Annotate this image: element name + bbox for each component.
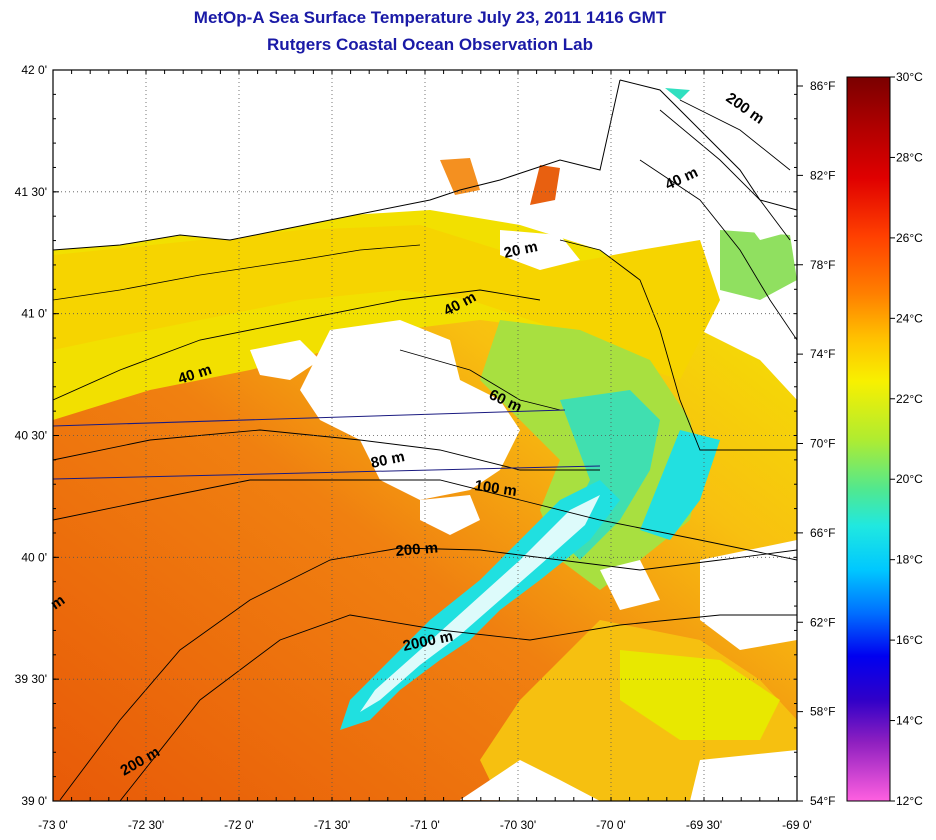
fahrenheit-tick-label: 82°F [810,168,835,182]
latitude-labels: 42 0' 41 30' 41 0' 40 30' 40 0' 39 30' 39 0' [15,63,47,808]
graticule [52,69,803,802]
colorbar-tick-label: 18°C [896,553,923,567]
lon-tick-label: -73 0' [38,818,68,832]
lon-tick-label: -71 30' [314,818,350,832]
lon-tick-label: -72 0' [224,818,254,832]
lat-tick-label: 40 0' [21,550,47,564]
lon-tick-label: -70 0' [596,818,626,832]
colorbar-tick-label: 30°C [896,70,923,84]
lat-tick-label: 39 0' [21,794,47,808]
fahrenheit-tick-label: 54°F [810,794,835,808]
colorbar-tick-label: 28°C [896,150,923,164]
fahrenheit-tick-label: 66°F [810,526,835,540]
colorbar-labels: 30°C 28°C 26°C 24°C 22°C 20°C 18°C 16°C 14°C 12°C [890,70,923,808]
lon-tick-label: -69 30' [686,818,722,832]
lat-tick-label: 42 0' [21,63,47,77]
map-title: MetOp-A Sea Surface Temperature July 23,… [193,8,667,27]
lat-tick-label: 40 30' [15,429,47,443]
map-subtitle: Rutgers Coastal Ocean Observation Lab [267,35,593,54]
fahrenheit-labels: 86°F 82°F 78°F 74°F 70°F 66°F 62°F 58°F 54°F [810,79,835,808]
contour-label-80m: 80 m [369,448,406,472]
colorbar-tick-label: 20°C [896,472,923,486]
lon-tick-label: -70 30' [500,818,536,832]
colorbar-tick-label: 22°C [896,392,923,406]
lon-tick-label: -72 30' [128,818,164,832]
temperature-colorbar [846,76,891,802]
contour-label-200m-mid: 200 m [395,539,439,560]
lat-tick-label: 39 30' [15,672,47,686]
contour-label-100m: 100 m [473,477,517,500]
map-frame [52,69,798,802]
fahrenheit-tick-label: 86°F [810,79,835,93]
colorbar-tick-label: 14°C [896,714,923,728]
colorbar-tick-label: 12°C [896,794,923,808]
fahrenheit-tick-label: 58°F [810,705,835,719]
lon-tick-label: -69 0' [782,818,812,832]
lon-tick-label: -71 0' [410,818,440,832]
fahrenheit-tick-label: 78°F [810,258,835,272]
longitude-labels: -73 0' -72 30' -72 0' -71 30' -71 0' -70 30' -… [38,818,812,832]
lat-tick-label: 41 30' [15,185,47,199]
fahrenheit-tick-label: 74°F [810,347,835,361]
lat-tick-label: 41 0' [21,307,47,321]
contour-label-20m: 20 m [502,238,539,262]
colorbar-tick-label: 16°C [896,633,923,647]
fahrenheit-tick-label: 70°F [810,437,835,451]
fahrenheit-tick-label: 62°F [810,615,835,629]
colorbar-tick-label: 26°C [896,231,923,245]
colorbar-tick-label: 24°C [896,311,923,325]
